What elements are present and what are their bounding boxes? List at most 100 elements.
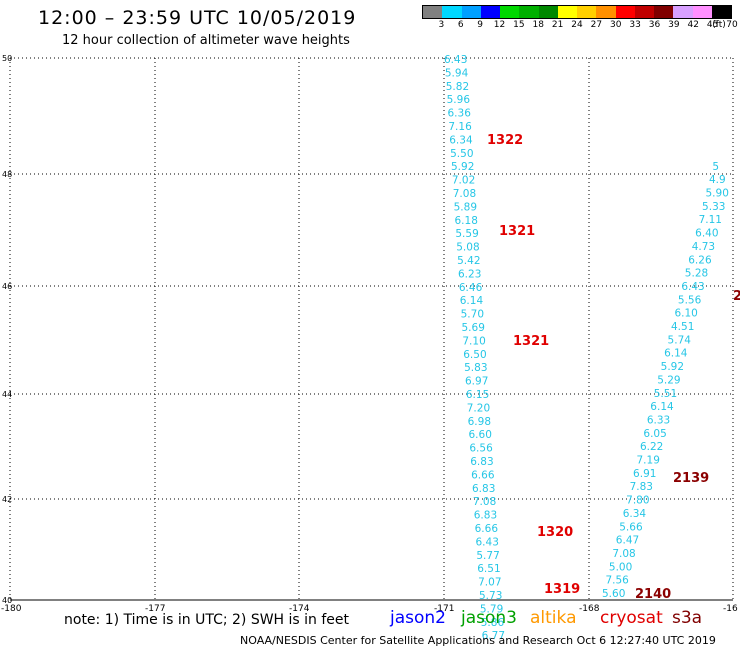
color-swatch xyxy=(711,6,731,18)
pass-number: 2139 xyxy=(673,471,709,486)
wave-height-value: 6.56 xyxy=(469,443,493,455)
wave-height-value: 5.96 xyxy=(447,94,471,106)
wave-height-value: 5.33 xyxy=(702,201,725,213)
wave-height-value: 7.08 xyxy=(612,548,635,560)
wave-height-value: 6.14 xyxy=(664,348,688,360)
latitude-tick-label: 48 xyxy=(2,170,12,179)
color-scale-label: 36 xyxy=(648,20,661,30)
color-scale-label: 27 xyxy=(590,20,603,30)
mission-legend-altika: altika xyxy=(530,608,577,628)
footer-note: note: 1) Time is in UTC; 2) SWH is in fe… xyxy=(64,612,350,628)
wave-height-value: 5.69 xyxy=(462,322,485,334)
color-scale-label: 42 xyxy=(687,20,699,30)
wave-height-value: 4.73 xyxy=(692,241,715,253)
wave-height-value: 5.77 xyxy=(476,550,499,562)
wave-height-value: 7.80 xyxy=(626,495,649,507)
mission-legend-cryosat: cryosat xyxy=(600,608,663,628)
wave-height-value: 6.91 xyxy=(633,468,656,480)
wave-height-value: 5 xyxy=(712,161,719,173)
wave-height-value: 5.51 xyxy=(654,388,677,400)
pass-number: 1319 xyxy=(544,582,580,597)
color-scale-label: 9 xyxy=(477,20,483,30)
wave-height-value: 6.51 xyxy=(477,563,500,575)
wave-height-value: 7.02 xyxy=(452,175,475,187)
pass-number: 1321 xyxy=(513,334,549,349)
wave-height-value: 7.19 xyxy=(637,455,660,467)
wave-height-value: 5.92 xyxy=(661,361,684,373)
color-scale-label: 18 xyxy=(532,20,544,30)
axis-labels: -180 -177 -174 -171 -168 -16 50 48 46 44 42 40 xyxy=(1,54,738,614)
latitude-tick-label: 44 xyxy=(2,390,12,399)
wave-height-value: 6.77 xyxy=(482,630,505,642)
wave-height-value: 6.36 xyxy=(448,108,472,120)
color-scale-label: 21 xyxy=(551,20,564,30)
wave-height-value: 4.9 xyxy=(709,174,726,186)
color-scale-label: 3 xyxy=(438,20,445,30)
pass-number: 1321 xyxy=(499,224,535,239)
wave-height-value: 6.26 xyxy=(688,254,712,266)
wave-height-value: 5.86 xyxy=(481,617,505,629)
wave-height-value: 6.83 xyxy=(472,483,495,495)
pass-number: 1320 xyxy=(537,525,573,540)
altimeter-track-1: 6.435.945.825.966.367.166.345.505.927.02… xyxy=(444,54,505,642)
wave-height-value: 7.11 xyxy=(699,214,722,226)
pass-number: 1322 xyxy=(487,133,523,148)
wave-height-value: 5.92 xyxy=(451,161,474,173)
wave-height-value: 5.73 xyxy=(479,590,502,602)
wave-height-value: 5.59 xyxy=(455,228,478,240)
wave-height-value: 6.10 xyxy=(674,308,697,320)
wave-height-value: 6.23 xyxy=(458,268,481,280)
color-swatch xyxy=(692,6,712,18)
wave-height-value: 5.83 xyxy=(464,362,487,374)
wave-height-value: 7.16 xyxy=(448,121,472,133)
wave-height-value: 6.14 xyxy=(460,295,484,307)
wave-height-value: 5.56 xyxy=(678,294,702,306)
color-scale-label: 6 xyxy=(457,20,464,30)
credit-line: NOAA/NESDIS Center for Satellite Applica… xyxy=(240,634,716,647)
color-swatch xyxy=(423,6,443,18)
wave-height-value: 6.43 xyxy=(681,281,704,293)
lat-lon-grid xyxy=(9,57,734,601)
wave-height-value: 6.66 xyxy=(475,523,499,535)
wave-height-value: 5.90 xyxy=(706,188,729,200)
wave-height-value: 6.18 xyxy=(455,215,478,227)
wave-height-value: 7.08 xyxy=(453,188,476,200)
color-swatch xyxy=(461,6,481,18)
color-scale-bar xyxy=(422,5,732,19)
wave-height-value: 5.94 xyxy=(445,67,469,79)
altimeter-track-2: 5.607.56 5.007.086.47 5.666.347.80 7.836.91… xyxy=(602,161,729,600)
pass-number: 2140 xyxy=(635,587,671,602)
mission-legend-jason3: jason3 xyxy=(461,608,517,628)
wave-height-value: 5.08 xyxy=(456,242,479,254)
color-scale-unit: (ft) xyxy=(712,20,726,30)
color-scale-label: 33 xyxy=(629,20,641,30)
color-swatch xyxy=(500,6,520,18)
longitude-tick-label: -174 xyxy=(289,604,310,614)
color-swatch xyxy=(557,6,577,18)
latitude-tick-label: 40 xyxy=(2,596,12,605)
wave-height-value: 5.60 xyxy=(602,588,625,600)
longitude-tick-label: -177 xyxy=(145,604,165,614)
color-swatch xyxy=(538,6,558,18)
color-swatch xyxy=(519,6,539,18)
wave-height-value: 6.43 xyxy=(476,536,499,548)
mission-legend-jason2: jason2 xyxy=(390,608,446,628)
wave-height-value: 5.00 xyxy=(609,561,632,573)
wave-height-value: 6.05 xyxy=(643,428,666,440)
wave-height-value: 6.60 xyxy=(469,429,492,441)
wave-height-value: 5.70 xyxy=(461,309,484,321)
color-swatch xyxy=(577,6,597,18)
map-title: 12:00 – 23:59 UTC 10/05/2019 xyxy=(38,7,357,29)
color-swatch xyxy=(673,6,693,18)
wave-height-value: 6.66 xyxy=(471,469,495,481)
map-subtitle: 12 hour collection of altimeter wave hei… xyxy=(62,33,350,48)
color-scale-label: 24 xyxy=(571,20,583,30)
wave-height-value: 5.42 xyxy=(457,255,480,267)
wave-height-value: 7.83 xyxy=(630,481,653,493)
color-swatch xyxy=(596,6,616,18)
color-swatch xyxy=(634,6,654,18)
color-swatch xyxy=(442,6,462,18)
pass-number-labels: 1322 1321 1321 1320 1319 2139 2140 2 xyxy=(487,133,740,602)
wave-height-value: 6.83 xyxy=(470,456,493,468)
